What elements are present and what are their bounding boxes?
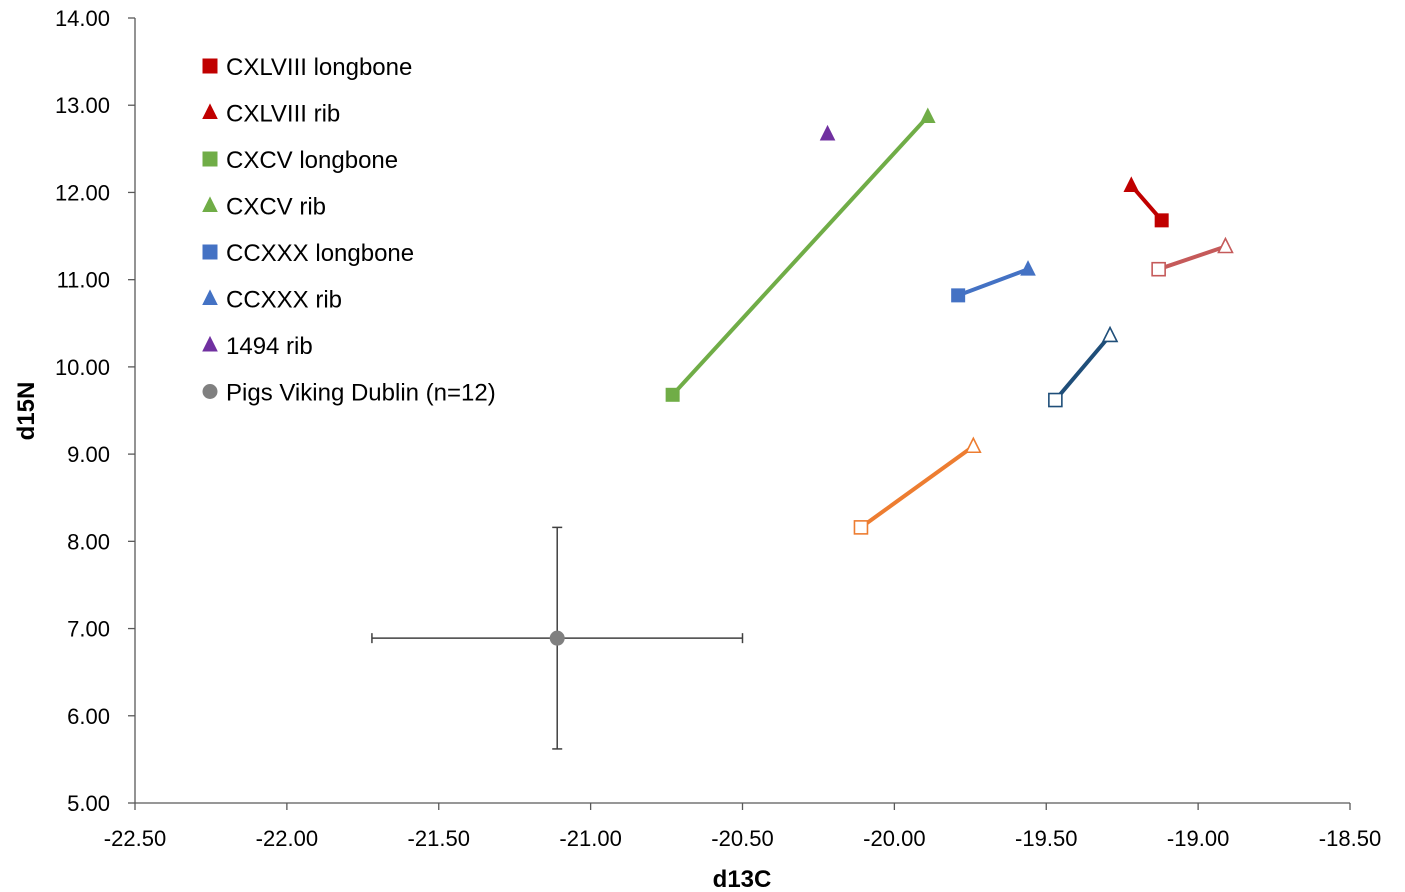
x-tick-label: -19.50 — [1015, 826, 1077, 851]
longbone-point-2 — [951, 288, 966, 303]
legend-label-3: CXCV rib — [226, 194, 326, 221]
x-tick-label: -18.50 — [1319, 826, 1381, 851]
rib-point-5 — [965, 436, 982, 454]
single-point-0 — [819, 124, 836, 141]
rib-point-3 — [1217, 236, 1234, 254]
reference-point — [549, 630, 565, 646]
longbone-point-4 — [1048, 392, 1063, 408]
pair-line-5 — [858, 444, 976, 530]
x-tick-label: -20.50 — [711, 826, 773, 851]
x-tick-label: -22.00 — [256, 826, 318, 851]
y-tick-label: 9.00 — [67, 442, 110, 467]
longbone-point-1 — [665, 387, 680, 402]
y-tick-label: 7.00 — [67, 617, 110, 642]
x-tick-label: -21.50 — [408, 826, 470, 851]
legend-marker-0 — [202, 58, 218, 74]
legend-label-4: CCXXX longbone — [226, 240, 414, 267]
axes: -22.50 -22.00 -21.50 -21.00 -20.50 -20.00 -19.… — [55, 6, 1381, 851]
y-tick-label: 14.00 — [55, 6, 110, 31]
legend-label-7: Pigs Viking Dublin (n=12) — [226, 380, 496, 407]
series-layer — [371, 107, 1234, 750]
y-axis-title: d15N — [13, 382, 40, 441]
legend-label-1: CXLVIII rib — [226, 101, 340, 128]
x-axis-title: d13C — [713, 866, 772, 892]
y-tick-label: 12.00 — [55, 180, 110, 205]
pair-line-1 — [670, 114, 930, 397]
legend-marker-7 — [202, 384, 218, 399]
legend-label-0: CXLVIII longbone — [226, 54, 412, 81]
legend-label-6: 1494 rib — [226, 333, 313, 360]
pair-line-4 — [1053, 333, 1113, 403]
longbone-point-3 — [1151, 261, 1166, 277]
y-tick-label: 8.00 — [67, 529, 110, 554]
x-tick-label: -20.00 — [863, 826, 925, 851]
y-tick-label: 11.00 — [57, 268, 110, 293]
rib-point-1 — [919, 107, 936, 124]
legend-marker-5 — [202, 289, 218, 305]
x-tick-label: -19.00 — [1167, 826, 1229, 851]
x-tick-label: -22.50 — [104, 826, 166, 851]
legend-label-5: CCXXX rib — [226, 287, 342, 314]
legend-marker-3 — [202, 196, 218, 212]
longbone-point-0 — [1154, 213, 1169, 228]
pair-line-3 — [1156, 244, 1228, 272]
rib-point-4 — [1101, 325, 1119, 343]
x-tick-label: -21.00 — [559, 826, 621, 851]
legend-marker-1 — [202, 103, 218, 119]
y-tick-label: 10.00 — [55, 355, 110, 380]
rib-point-2 — [1020, 260, 1036, 276]
y-tick-label: 6.00 — [67, 704, 110, 729]
longbone-point-5 — [853, 520, 869, 535]
rib-point-0 — [1123, 176, 1140, 192]
legend-marker-6 — [202, 335, 218, 352]
y-tick-label: 13.00 — [55, 93, 110, 118]
legend: CXLVIII longbone CXLVIII rib CXCV longbone… — [202, 54, 496, 407]
legend-marker-2 — [202, 151, 218, 167]
y-tick-label: 5.00 — [67, 791, 110, 816]
legend-marker-4 — [202, 244, 218, 260]
legend-label-2: CXCV longbone — [226, 147, 398, 174]
pair-line-2 — [956, 267, 1031, 298]
